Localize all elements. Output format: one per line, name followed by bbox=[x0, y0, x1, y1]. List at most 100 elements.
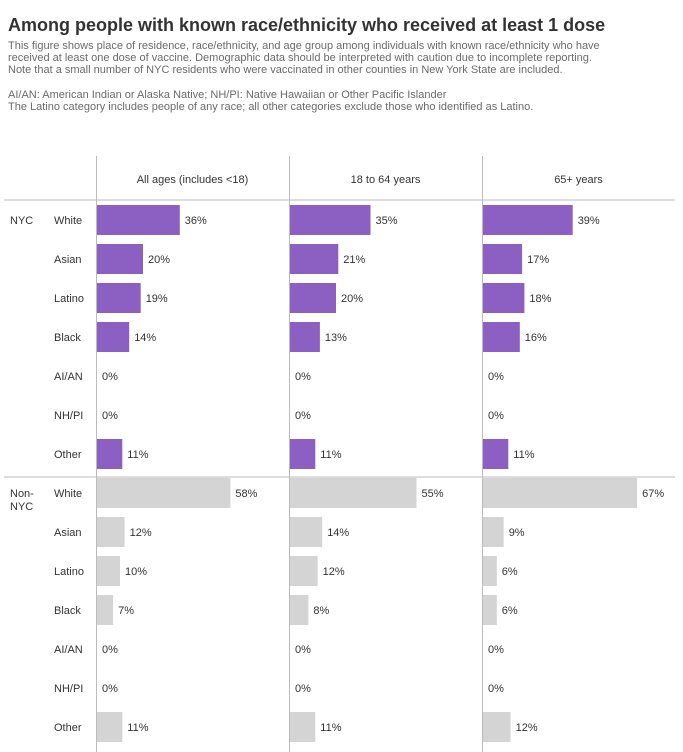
data-label-g1-r2-c3: 17% bbox=[527, 254, 549, 266]
data-label-g1-r7-c1: 11% bbox=[127, 449, 148, 461]
chart-subtitle-line-3: Note that a small number of NYC resident… bbox=[8, 64, 563, 76]
bar-g1-r3-c1 bbox=[97, 283, 141, 313]
data-label-g1-r4-c1: 14% bbox=[134, 332, 156, 344]
data-label-g2-r3-c1: 10% bbox=[125, 566, 147, 578]
bar-g1-r2-c2 bbox=[290, 244, 339, 274]
data-label-g1-r5-c3: 0% bbox=[488, 371, 504, 383]
bar-g2-r3-c1 bbox=[97, 556, 120, 586]
bar-g2-r2-c1 bbox=[97, 517, 125, 547]
data-label-g2-r7-c2: 11% bbox=[320, 722, 341, 734]
chart-note-line-1: AI/AN: American Indian or Alaska Native;… bbox=[8, 89, 447, 101]
category-label-g1-6: NH/PI bbox=[54, 410, 83, 422]
chart-subtitle-line-2: received at least one dose of vaccine. D… bbox=[8, 52, 592, 64]
category-label-g2-4: Black bbox=[54, 605, 81, 617]
data-label-g2-r2-c1: 12% bbox=[130, 527, 152, 539]
bar-g1-r4-c1 bbox=[97, 322, 130, 352]
category-label-g1-1: White bbox=[54, 215, 82, 227]
chart-subtitle-line-1: This figure shows place of residence, ra… bbox=[8, 40, 600, 52]
chart-title: Among people with known race/ethnicity w… bbox=[8, 15, 606, 35]
bar-g1-r7-c3 bbox=[483, 439, 509, 469]
data-label-g1-r7-c2: 11% bbox=[320, 449, 341, 461]
data-label-g1-r1-c3: 39% bbox=[578, 215, 600, 227]
group-label-2-line-2: NYC bbox=[10, 501, 33, 513]
group-label-1-line-1: NYC bbox=[10, 215, 33, 227]
bar-g2-r7-c3 bbox=[483, 712, 511, 742]
chart-header: Among people with known race/ethnicity w… bbox=[8, 14, 678, 113]
data-label-g1-r1-c1: 36% bbox=[185, 215, 207, 227]
data-label-g2-r4-c3: 6% bbox=[502, 605, 518, 617]
data-label-g1-r6-c3: 0% bbox=[488, 410, 504, 422]
bar-g2-r1-c2 bbox=[290, 478, 417, 508]
bar-g1-r4-c2 bbox=[290, 322, 320, 352]
data-label-g2-r5-c3: 0% bbox=[488, 644, 504, 656]
category-label-g2-1: White bbox=[54, 488, 82, 500]
bar-g2-r7-c1 bbox=[97, 712, 123, 742]
bar-g2-r4-c1 bbox=[97, 595, 114, 625]
category-label-g2-5: AI/AN bbox=[54, 644, 83, 656]
data-label-g2-r6-c3: 0% bbox=[488, 683, 504, 695]
bar-g2-r1-c3 bbox=[483, 478, 638, 508]
data-label-g1-r6-c1: 0% bbox=[102, 410, 118, 422]
data-label-g2-r4-c1: 7% bbox=[118, 605, 134, 617]
data-label-g2-r1-c3: 67% bbox=[642, 488, 664, 500]
category-label-g1-5: AI/AN bbox=[54, 371, 83, 383]
bar-g2-r4-c3 bbox=[483, 595, 497, 625]
category-label-g1-7: Other bbox=[54, 449, 82, 461]
column-header-1: All ages (includes <18) bbox=[137, 174, 249, 186]
bar-g1-r7-c2 bbox=[290, 439, 316, 469]
category-label-g2-7: Other bbox=[54, 722, 82, 734]
bar-g1-r2-c1 bbox=[97, 244, 143, 274]
data-label-g2-r3-c2: 12% bbox=[323, 566, 345, 578]
bar-g1-r2-c3 bbox=[483, 244, 523, 274]
bar-g1-r7-c1 bbox=[97, 439, 123, 469]
data-label-g2-r5-c1: 0% bbox=[102, 644, 118, 656]
data-label-g1-r2-c1: 20% bbox=[148, 254, 170, 266]
category-label-g1-4: Black bbox=[54, 332, 81, 344]
bar-g2-r3-c3 bbox=[483, 556, 497, 586]
data-label-g2-r7-c1: 11% bbox=[127, 722, 148, 734]
bar-g2-r2-c2 bbox=[290, 517, 323, 547]
data-label-g1-r3-c3: 18% bbox=[529, 293, 551, 305]
data-label-g1-r4-c2: 13% bbox=[325, 332, 347, 344]
data-label-g1-r2-c2: 21% bbox=[343, 254, 365, 266]
bar-g2-r7-c2 bbox=[290, 712, 316, 742]
bar-g2-r1-c1 bbox=[97, 478, 231, 508]
bar-g1-r1-c1 bbox=[97, 205, 180, 235]
data-label-g1-r7-c3: 11% bbox=[513, 449, 534, 461]
column-header-3: 65+ years bbox=[554, 174, 603, 186]
group-label-2-line-1: Non- bbox=[10, 488, 34, 500]
bar-g2-r4-c2 bbox=[290, 595, 309, 625]
data-label-g1-r6-c2: 0% bbox=[295, 410, 311, 422]
category-label-g2-3: Latino bbox=[54, 566, 84, 578]
data-label-g2-r4-c2: 8% bbox=[313, 605, 329, 617]
bar-g2-r3-c2 bbox=[290, 556, 318, 586]
category-label-g1-3: Latino bbox=[54, 293, 84, 305]
bar-g1-r3-c3 bbox=[483, 283, 525, 313]
data-label-g2-r3-c3: 6% bbox=[502, 566, 518, 578]
bar-g1-r1-c2 bbox=[290, 205, 371, 235]
data-label-g2-r7-c3: 12% bbox=[516, 722, 538, 734]
data-label-g2-r2-c2: 14% bbox=[327, 527, 349, 539]
data-label-g2-r1-c1: 58% bbox=[235, 488, 257, 500]
data-label-g2-r6-c2: 0% bbox=[295, 683, 311, 695]
data-label-g2-r2-c3: 9% bbox=[509, 527, 525, 539]
data-label-g1-r5-c2: 0% bbox=[295, 371, 311, 383]
data-label-g1-r3-c1: 19% bbox=[146, 293, 168, 305]
data-label-g2-r5-c2: 0% bbox=[295, 644, 311, 656]
bar-g1-r1-c3 bbox=[483, 205, 573, 235]
data-label-g1-r4-c3: 16% bbox=[525, 332, 547, 344]
chart-note-line-2: The Latino category includes people of a… bbox=[8, 101, 534, 113]
data-label-g1-r3-c2: 20% bbox=[341, 293, 363, 305]
category-label-g1-2: Asian bbox=[54, 254, 82, 266]
data-label-g2-r1-c2: 55% bbox=[422, 488, 444, 500]
category-label-g2-2: Asian bbox=[54, 527, 82, 539]
bar-g1-r4-c3 bbox=[483, 322, 520, 352]
data-label-g2-r6-c1: 0% bbox=[102, 683, 118, 695]
bar-g1-r3-c2 bbox=[290, 283, 336, 313]
column-header-2: 18 to 64 years bbox=[351, 174, 421, 186]
bar-g2-r2-c3 bbox=[483, 517, 504, 547]
data-label-g1-r1-c2: 35% bbox=[376, 215, 398, 227]
data-label-g1-r5-c1: 0% bbox=[102, 371, 118, 383]
category-label-g2-6: NH/PI bbox=[54, 683, 83, 695]
